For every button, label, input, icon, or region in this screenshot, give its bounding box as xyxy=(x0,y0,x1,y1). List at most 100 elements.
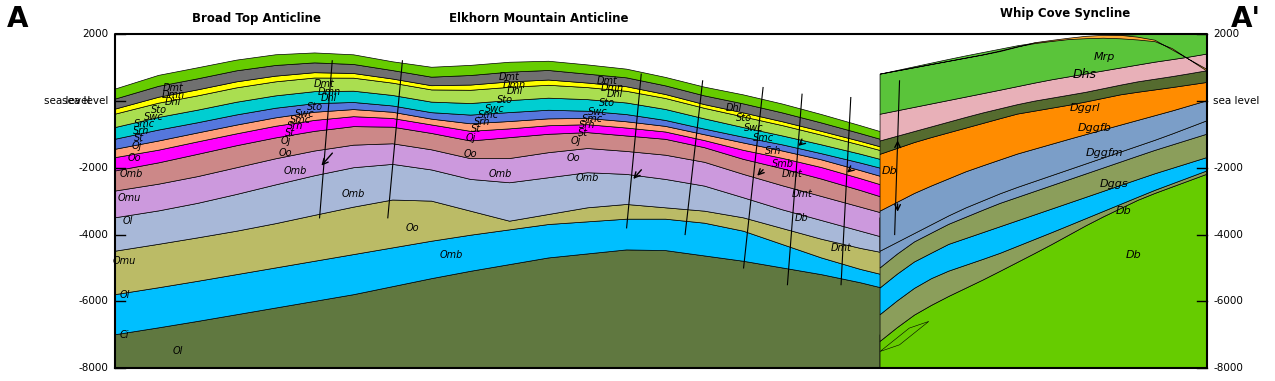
Text: Smc: Smc xyxy=(752,133,774,142)
Text: Sto: Sto xyxy=(306,102,323,112)
Polygon shape xyxy=(880,101,1206,251)
Polygon shape xyxy=(115,73,1206,211)
Text: Dggfb: Dggfb xyxy=(1077,123,1112,133)
Text: Dmn: Dmn xyxy=(317,87,340,97)
Text: Whip Cove Syncline: Whip Cove Syncline xyxy=(1000,7,1131,20)
Text: Omb: Omb xyxy=(440,250,463,259)
Polygon shape xyxy=(880,35,1206,74)
Text: St: St xyxy=(134,133,144,142)
Text: -6000: -6000 xyxy=(78,296,108,306)
Text: Omu: Omu xyxy=(113,256,136,266)
Text: Srh: Srh xyxy=(765,146,782,156)
Text: Sto: Sto xyxy=(736,113,752,123)
Polygon shape xyxy=(1206,34,1275,368)
Text: Oj: Oj xyxy=(133,141,143,151)
Text: Smc: Smc xyxy=(478,110,499,120)
Text: Ol: Ol xyxy=(122,216,133,226)
Text: Omb: Omb xyxy=(576,173,599,183)
Text: Broad Top Anticline: Broad Top Anticline xyxy=(191,12,321,26)
Polygon shape xyxy=(880,174,1206,368)
Text: Omb: Omb xyxy=(120,170,143,179)
Text: Ol: Ol xyxy=(173,346,184,357)
Text: Ol: Ol xyxy=(120,290,130,300)
Polygon shape xyxy=(880,104,1206,268)
Polygon shape xyxy=(880,322,928,352)
Text: 2000: 2000 xyxy=(82,29,108,39)
Polygon shape xyxy=(880,134,1206,288)
Polygon shape xyxy=(880,83,1206,211)
Text: Oo: Oo xyxy=(464,149,477,159)
Text: Dggs: Dggs xyxy=(1099,179,1128,189)
Text: Swc: Swc xyxy=(588,107,607,117)
Polygon shape xyxy=(115,78,1206,221)
Polygon shape xyxy=(880,71,1206,154)
Polygon shape xyxy=(115,263,1206,368)
Text: Sto: Sto xyxy=(599,98,615,107)
Text: sea level: sea level xyxy=(45,96,91,106)
Text: Dmn: Dmn xyxy=(162,90,185,100)
Text: sea level: sea level xyxy=(61,96,108,106)
Text: Srh: Srh xyxy=(133,126,149,136)
Text: Oo: Oo xyxy=(405,223,419,233)
Text: sea level: sea level xyxy=(1214,96,1260,106)
Polygon shape xyxy=(880,171,1206,341)
Text: Db: Db xyxy=(882,166,898,176)
Text: Dmt: Dmt xyxy=(792,189,812,199)
Text: Ci: Ci xyxy=(120,330,129,340)
Polygon shape xyxy=(115,200,1206,345)
Text: Dmt: Dmt xyxy=(782,170,803,179)
Text: Dhl: Dhl xyxy=(321,93,338,103)
Text: Dmt: Dmt xyxy=(500,72,520,83)
Text: Smc: Smc xyxy=(134,118,154,129)
Text: Swc: Swc xyxy=(295,109,315,118)
Text: Smb: Smb xyxy=(771,159,793,170)
Polygon shape xyxy=(115,368,1206,381)
Polygon shape xyxy=(115,11,1206,34)
Text: Db: Db xyxy=(1116,206,1132,216)
Text: Dmn: Dmn xyxy=(502,80,527,90)
Text: St: St xyxy=(578,128,588,138)
Text: Mrp: Mrp xyxy=(1094,53,1114,62)
Text: Elkhorn Mountain Anticline: Elkhorn Mountain Anticline xyxy=(449,12,629,26)
Text: St: St xyxy=(286,128,296,138)
Polygon shape xyxy=(115,117,1206,271)
Polygon shape xyxy=(880,335,1206,368)
Text: Dhl: Dhl xyxy=(607,89,623,99)
Text: -6000: -6000 xyxy=(1214,296,1243,306)
Text: Dmt: Dmt xyxy=(163,83,184,93)
Text: Oj: Oj xyxy=(571,136,581,146)
Text: -8000: -8000 xyxy=(1214,363,1243,373)
Text: Swc: Swc xyxy=(144,112,163,122)
Text: -2000: -2000 xyxy=(1214,163,1243,173)
Text: Dhs: Dhs xyxy=(1072,68,1096,81)
Polygon shape xyxy=(115,368,1206,381)
Polygon shape xyxy=(115,144,1206,308)
Polygon shape xyxy=(880,34,1206,114)
Text: Srh: Srh xyxy=(579,120,595,130)
Polygon shape xyxy=(115,110,1206,255)
Polygon shape xyxy=(115,102,1206,241)
Text: Omb: Omb xyxy=(488,170,511,179)
Text: -2000: -2000 xyxy=(78,163,108,173)
Polygon shape xyxy=(880,104,1206,251)
Text: Dmt: Dmt xyxy=(314,79,335,89)
Text: Dggfm: Dggfm xyxy=(1085,148,1123,158)
Text: Srh: Srh xyxy=(474,117,491,127)
Text: -4000: -4000 xyxy=(78,229,108,240)
Text: Db: Db xyxy=(796,213,808,223)
Text: Smc: Smc xyxy=(581,114,603,124)
Text: Smc: Smc xyxy=(289,115,311,125)
Text: Swc: Swc xyxy=(743,123,764,133)
Polygon shape xyxy=(115,91,1206,231)
Text: Oj: Oj xyxy=(280,136,291,146)
Polygon shape xyxy=(0,34,115,368)
Text: -8000: -8000 xyxy=(78,363,108,373)
Polygon shape xyxy=(115,126,1206,288)
Text: Dggrl: Dggrl xyxy=(1070,102,1100,112)
Text: Dhl: Dhl xyxy=(725,102,742,112)
Text: Dmn: Dmn xyxy=(601,83,623,93)
Text: Dhl: Dhl xyxy=(506,86,523,96)
Text: Omu: Omu xyxy=(117,193,142,203)
Text: Dhl: Dhl xyxy=(166,97,181,107)
Polygon shape xyxy=(880,54,1206,141)
